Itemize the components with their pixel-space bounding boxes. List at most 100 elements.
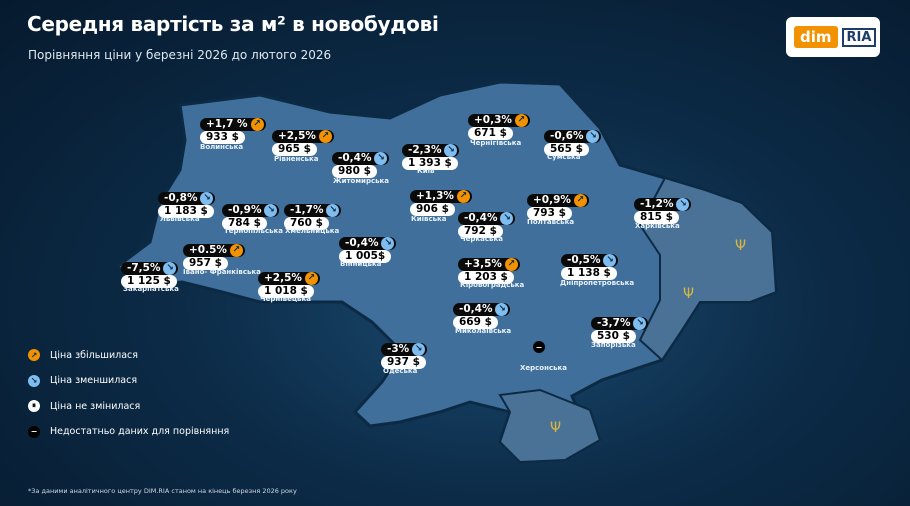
- region-name: Хмельницька: [285, 227, 340, 235]
- region-name: Рівненська: [274, 155, 319, 163]
- price-value: 671 $: [468, 127, 513, 140]
- change-pill: -0,8% ↘: [158, 191, 216, 205]
- price-value: 980 $: [332, 165, 377, 178]
- arrow-up-right-icon: ↗: [318, 129, 332, 143]
- arrow-up-right-icon: ↗: [456, 189, 470, 203]
- price-value: 1 005$: [339, 250, 392, 263]
- change-value: -0,4%: [345, 237, 379, 249]
- region-name: Сумська: [547, 153, 581, 161]
- no-data-icon: −: [533, 341, 545, 353]
- region-name: Київ: [417, 167, 435, 175]
- arrow-up-right-icon: ↗: [504, 257, 518, 271]
- arrow-down-right-icon: ↘: [676, 197, 690, 211]
- change-pill: +2,5% ↗: [272, 129, 334, 143]
- price-value: 784 $: [222, 217, 267, 230]
- footnote: *За даними аналітичного центру DIM.RIA с…: [28, 487, 297, 495]
- price-value: 1 138 $: [561, 267, 617, 280]
- region-badge: +0,3% ↗ 671 $: [468, 108, 530, 140]
- change-pill: -0,5% ↘: [561, 253, 619, 267]
- change-value: -0,4%: [459, 303, 493, 315]
- change-pill: +2,5% ↗: [258, 271, 320, 285]
- arrow-down-right-icon: ↘: [412, 342, 426, 356]
- arrow-down-right-icon: ↘: [381, 236, 395, 250]
- arrow-down-right-icon: ↘: [586, 129, 600, 143]
- change-pill: -3% ↘: [381, 342, 428, 356]
- change-pill: +0.5% ↗: [183, 243, 245, 257]
- region-name: Чернівецька: [260, 295, 311, 303]
- price-value: 1 183 $: [158, 205, 214, 218]
- region-name: Вінницька: [340, 260, 382, 268]
- arrow-down-right-icon: ↘: [495, 302, 509, 316]
- arrow-up-right-icon: ↗: [304, 271, 318, 285]
- region-name: Івано- Франківська: [183, 268, 261, 276]
- change-value: -1,2%: [640, 198, 674, 210]
- arrow-down-right-icon: ↘: [200, 191, 214, 205]
- price-value: 965 $: [272, 143, 317, 156]
- change-value: +2,5%: [278, 130, 316, 142]
- change-value: +0,9%: [533, 194, 571, 206]
- region-badge: -0,9% ↘ 784 $: [222, 198, 280, 230]
- trident-icon: Ψ: [550, 420, 561, 436]
- arrow-down-right-icon: ↘: [374, 151, 388, 165]
- price-value: 1 018 $: [258, 285, 314, 298]
- region-badge: -0,4% ↘ 792 $: [458, 206, 516, 238]
- region-name: Тернопільська: [224, 227, 284, 235]
- change-pill: +3,5% ↗: [458, 257, 520, 271]
- region-badge: +1,3% ↗ 906 $: [410, 184, 472, 216]
- change-value: +3,5%: [464, 258, 502, 270]
- price-value: 957 $: [183, 257, 228, 270]
- trident-icon: Ψ: [735, 238, 746, 254]
- region-badge: -1,2% ↘ 815 $: [634, 192, 692, 224]
- change-pill: -0,4% ↘: [339, 236, 397, 250]
- change-value: -0,6%: [550, 130, 584, 142]
- change-value: -3%: [387, 343, 410, 355]
- change-value: +2,5%: [264, 272, 302, 284]
- region-name: Одеська: [383, 367, 418, 375]
- price-value: 1 203 $: [458, 271, 514, 284]
- change-pill: -1,7% ↘: [284, 203, 342, 217]
- region-badge: -1,7% ↘ 760 $: [284, 198, 342, 230]
- trident-icon: Ψ: [683, 286, 694, 302]
- change-pill: +1,3% ↗: [410, 189, 472, 203]
- legend-item: ↗ Ціна збільшилася: [28, 349, 138, 361]
- change-value: -2,3%: [408, 144, 442, 156]
- price-value: 937 $: [381, 356, 426, 369]
- price-value: 1 125 $: [121, 275, 177, 288]
- price-value: 760 $: [284, 217, 329, 230]
- change-value: +0,3%: [474, 114, 512, 126]
- legend-nodata-icon: −: [28, 425, 40, 438]
- region-name: Миколаївська: [455, 327, 512, 335]
- change-pill: -0,4% ↘: [458, 211, 516, 225]
- price-value: 792 $: [458, 225, 503, 238]
- arrow-down-right-icon: ↘: [163, 261, 177, 275]
- arrow-down-right-icon: ↘: [633, 316, 647, 330]
- change-pill: -3,7% ↘: [591, 316, 649, 330]
- region-name: Волинська: [200, 143, 244, 151]
- region-name: Дніпропетровська: [560, 279, 635, 287]
- region-badge: -0,6% ↘ 565 $: [544, 124, 602, 156]
- change-value: +0.5%: [189, 244, 227, 256]
- change-value: +1,7 %: [206, 118, 248, 130]
- region-badge: +0,9% ↗ 793 $: [527, 188, 589, 220]
- change-pill: -2,3% ↘: [402, 143, 460, 157]
- region-name: Харківська: [635, 222, 680, 230]
- change-value: -0,4%: [464, 212, 498, 224]
- change-pill: -7,5% ↘: [121, 261, 179, 275]
- change-value: -1,7%: [290, 204, 324, 216]
- change-value: -7,5%: [127, 262, 161, 274]
- region-badge: +1,7 % ↗ 933 $: [200, 112, 266, 144]
- region-badge: -3,7% ↘ 530 $: [591, 311, 649, 343]
- change-pill: -0,4% ↘: [332, 151, 390, 165]
- region-name: Житомирська: [333, 177, 390, 185]
- legend-label: Ціна збільшилася: [50, 349, 138, 361]
- legend-item: ↘ Ціна зменшилася: [28, 374, 137, 387]
- legend-up-icon: ↗: [28, 349, 40, 361]
- arrow-up-right-icon: ↗: [573, 193, 587, 207]
- arrow-up-right-icon: ↗: [514, 113, 528, 127]
- legend-same-icon: ⏸: [28, 400, 40, 412]
- legend-item: ⏸ Ціна не змінилася: [28, 400, 140, 412]
- region-badge: -0,4% ↘ 980 $: [332, 146, 390, 178]
- change-value: -3,7%: [597, 317, 631, 329]
- change-pill: -0,4% ↘: [453, 302, 511, 316]
- region-badge: -2,3% ↘ 1 393 $: [402, 138, 460, 170]
